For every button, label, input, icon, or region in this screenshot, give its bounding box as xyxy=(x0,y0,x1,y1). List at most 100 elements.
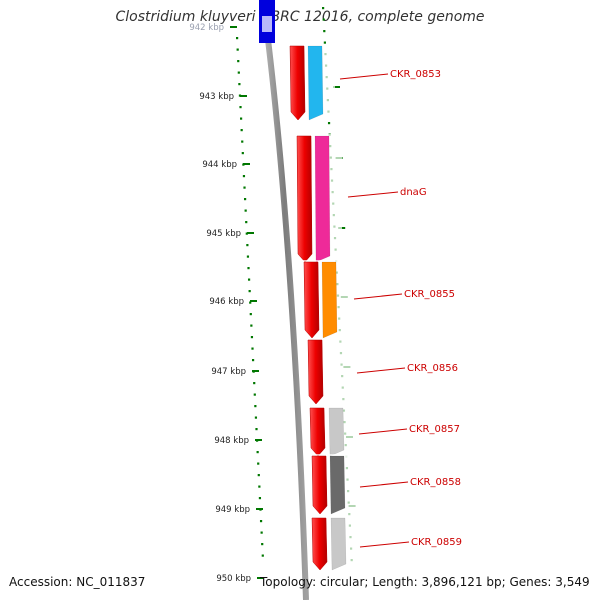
gene-label-ckr_0855: CKR_0855 xyxy=(353,289,455,300)
kbp-tick-label: 944 kbp xyxy=(202,160,237,170)
dot-column-left xyxy=(249,301,252,304)
gene-ckr_0856 xyxy=(305,338,353,406)
genome-backbone-line xyxy=(260,0,309,600)
strand-arrow xyxy=(311,517,328,571)
category-block xyxy=(321,261,338,339)
genome-title: Clostridium kluyveri NBRC 12016, complet… xyxy=(115,9,485,25)
gene-name-label: CKR_0856 xyxy=(407,363,458,374)
kbp-tick-label: 948 kbp xyxy=(214,436,249,446)
kbp-tick: 943 kbp xyxy=(199,92,247,102)
strand-arrow xyxy=(307,339,324,405)
kbp-tick-label: 942 kbp xyxy=(189,23,224,33)
leader-line xyxy=(339,73,389,80)
kbp-tick: 950 kbp xyxy=(216,574,264,584)
strand-arrow xyxy=(289,45,306,121)
dot-column-left xyxy=(237,71,240,74)
category-block xyxy=(328,407,345,457)
dot-column-left xyxy=(255,428,258,431)
kbp-tick-label: 949 kbp xyxy=(215,505,250,515)
previous-gene-highlight xyxy=(262,16,272,32)
kbp-tick-label: 947 kbp xyxy=(211,367,246,377)
dot-column-left xyxy=(246,255,250,258)
gene-label-ckr_0853: CKR_0853 xyxy=(339,69,441,80)
strand-arrow xyxy=(309,407,326,457)
dot-column-left xyxy=(243,198,247,201)
gene-name-label: CKR_0853 xyxy=(390,69,441,80)
category-block xyxy=(329,455,346,515)
gene-features xyxy=(287,44,357,572)
dot-column-right xyxy=(322,7,325,10)
gene-name-label: CKR_0858 xyxy=(410,477,461,488)
category-block xyxy=(307,45,324,121)
dot-column-left xyxy=(248,290,251,293)
kbp-tick-label: 946 kbp xyxy=(209,297,244,307)
kbp-tick: 942 kbp xyxy=(189,23,237,33)
dot-column-left xyxy=(247,267,250,270)
dot-column-left xyxy=(236,37,239,40)
kbp-tick: 946 kbp xyxy=(209,297,257,307)
dot-column-left xyxy=(249,313,252,316)
dot-column-left xyxy=(244,209,247,212)
dot-column-left xyxy=(246,244,249,247)
gene-name-label: CKR_0857 xyxy=(409,424,460,435)
dot-column-left xyxy=(253,382,256,385)
gene-name-label: CKR_0855 xyxy=(404,289,455,300)
dot-column-left xyxy=(247,278,251,281)
dot-column-left xyxy=(239,106,242,109)
gene-label-dnag: dnaG xyxy=(347,187,427,198)
dot-column-left xyxy=(251,347,254,350)
gene-label-ckr_0857: CKR_0857 xyxy=(358,424,460,435)
dot-column-right xyxy=(323,30,326,33)
accession-text: Accession: NC_011837 xyxy=(9,575,146,589)
dot-column-left xyxy=(261,554,264,557)
kbp-tick-label: 945 kbp xyxy=(206,229,241,239)
leader-line xyxy=(358,428,408,435)
dot-column-left xyxy=(239,117,243,120)
dot-column-left xyxy=(245,221,248,224)
dot-column-left xyxy=(237,60,240,63)
leader-line xyxy=(359,481,409,488)
kbp-tick: 945 kbp xyxy=(206,229,254,239)
dot-column-right xyxy=(322,18,325,21)
dot-column-left xyxy=(238,83,241,86)
dot-column-left xyxy=(241,152,244,155)
genome-backbone xyxy=(259,0,309,600)
kbp-ticks: 942 kbp 943 kbp 944 kbp 945 kbp 946 kbp 947 k… xyxy=(189,23,264,584)
category-block xyxy=(314,135,331,263)
kbp-tick: 949 kbp xyxy=(215,505,263,515)
dot-column-left xyxy=(240,129,243,132)
strand-arrow xyxy=(303,261,320,339)
dot-column-left xyxy=(253,393,256,396)
dot-column-left xyxy=(238,94,242,97)
gene-ckr_0855 xyxy=(301,260,349,340)
gene-name-label: dnaG xyxy=(400,187,427,198)
dot-column-left xyxy=(254,405,257,408)
kbp-tick: 947 kbp xyxy=(211,367,259,377)
dot-column-left xyxy=(258,497,262,500)
dot-column-left xyxy=(251,359,255,362)
gene-ckr_0853 xyxy=(287,44,335,122)
dot-column-right xyxy=(327,122,331,125)
gene-ckr_0859 xyxy=(309,516,357,572)
dot-column-left xyxy=(258,485,261,488)
dot-column-left xyxy=(243,186,246,189)
dot-column-left xyxy=(245,232,248,235)
dot-column-left xyxy=(241,140,244,143)
dot-column-left xyxy=(236,48,239,51)
category-block xyxy=(330,517,347,571)
gene-ckr_0858 xyxy=(309,454,357,516)
leader-line xyxy=(359,541,410,548)
kbp-tick-label: 950 kbp xyxy=(216,574,251,584)
dot-column-left xyxy=(254,416,258,419)
gene-dnag xyxy=(294,134,342,264)
dot-column-left xyxy=(250,324,253,327)
kbp-tick-label: 943 kbp xyxy=(199,92,234,102)
strand-arrow xyxy=(311,455,328,515)
dot-column-left xyxy=(256,451,259,454)
gene-labels: CKR_0853 dnaG CKR_0855 CKR_0856 CKR_0857 CKR_… xyxy=(339,69,462,548)
leader-line xyxy=(356,367,406,374)
dot-column-left xyxy=(257,474,260,477)
gene-label-ckr_0858: CKR_0858 xyxy=(359,477,461,488)
genome-summary-text: Topology: circular; Length: 3,896,121 bp… xyxy=(260,575,590,589)
